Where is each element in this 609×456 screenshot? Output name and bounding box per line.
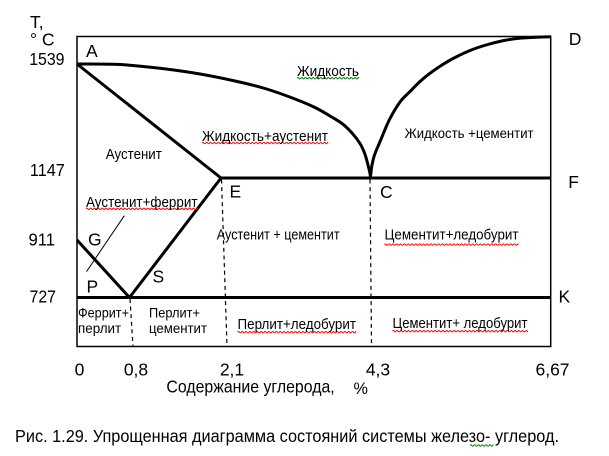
svg-text:° С: ° С bbox=[30, 30, 55, 50]
svg-text:1539: 1539 bbox=[29, 49, 64, 69]
svg-text:727: 727 bbox=[30, 287, 57, 307]
svg-text:Феррит+: Феррит+ bbox=[78, 305, 129, 321]
svg-text:Жидкость +цементит: Жидкость +цементит bbox=[405, 125, 535, 141]
svg-text:2,1: 2,1 bbox=[220, 360, 244, 380]
svg-text:Аустенит + цементит: Аустенит + цементит bbox=[217, 227, 340, 243]
svg-text:0: 0 bbox=[75, 360, 85, 380]
svg-text:S: S bbox=[153, 267, 165, 287]
svg-text:Цементит+ ледобурит: Цементит+ ледобурит bbox=[393, 316, 528, 332]
svg-text:4,3: 4,3 bbox=[366, 360, 390, 380]
svg-text:6,67: 6,67 bbox=[535, 360, 569, 380]
svg-text:Цементит+ледобурит: Цементит+ледобурит bbox=[385, 227, 519, 244]
svg-text:Рис. 1.29. Упрощенная диагра: Рис. 1.29. Упрощенная диаграмма состояни… bbox=[15, 426, 559, 446]
svg-text:Содержание углерода,: Содержание углерода, bbox=[166, 377, 334, 397]
svg-text:Аустенит+феррит: Аустенит+феррит bbox=[86, 194, 198, 211]
svg-text:перлит: перлит bbox=[78, 320, 122, 336]
svg-text:K: K bbox=[559, 286, 571, 306]
svg-text:Аустенит: Аустенит bbox=[106, 147, 162, 163]
svg-text:F: F bbox=[568, 172, 579, 192]
svg-text:E: E bbox=[230, 182, 242, 202]
svg-text:цементит: цементит bbox=[149, 320, 208, 336]
svg-text:Перлит+ледобурит: Перлит+ледобурит bbox=[238, 316, 357, 333]
svg-text:A: A bbox=[86, 41, 98, 61]
svg-text:0,8: 0,8 bbox=[124, 360, 148, 380]
svg-text:911: 911 bbox=[29, 230, 56, 250]
svg-text:C: C bbox=[380, 182, 393, 202]
svg-text:%: % bbox=[354, 379, 368, 398]
svg-text:G: G bbox=[88, 229, 102, 249]
svg-text:1147: 1147 bbox=[30, 160, 65, 180]
svg-text:Жидкость+аустенит: Жидкость+аустенит bbox=[202, 128, 328, 145]
svg-text:P: P bbox=[87, 277, 99, 297]
svg-text:Жидкость: Жидкость bbox=[297, 63, 359, 80]
svg-text:Перлит+: Перлит+ bbox=[149, 305, 200, 321]
svg-text:D: D bbox=[569, 29, 582, 49]
svg-text:Т,: Т, bbox=[30, 12, 44, 32]
